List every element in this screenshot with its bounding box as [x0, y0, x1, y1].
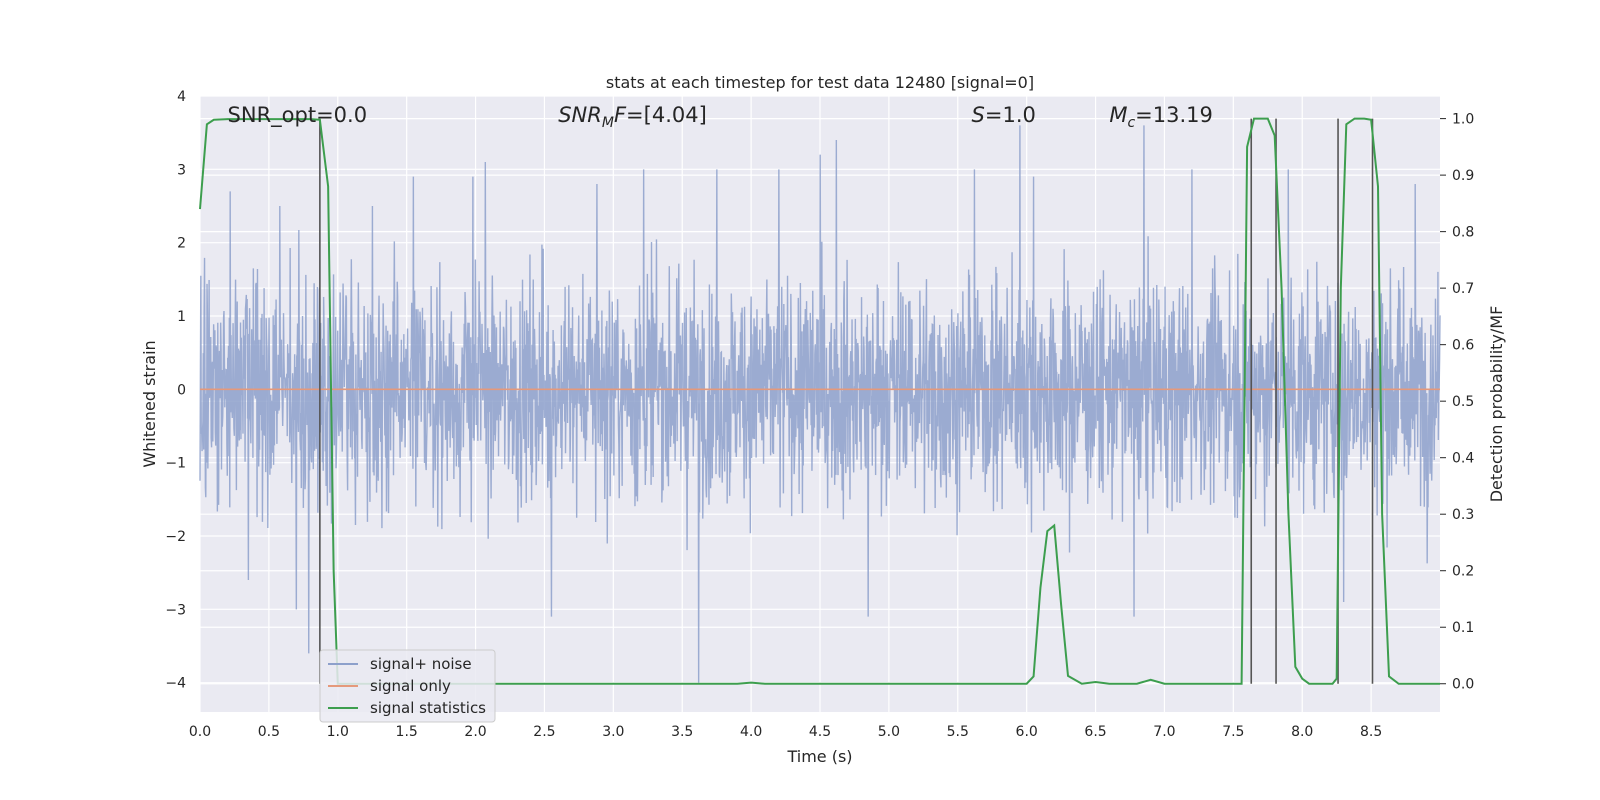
x-tick-label: 2.0: [464, 724, 486, 740]
annotation-1: SNRMF=[4.04]: [558, 103, 707, 131]
x-tick-label: 6.5: [1084, 724, 1106, 740]
right-y-axis-label: Detection probability/MF: [1487, 306, 1506, 503]
x-tick-label: 4.0: [740, 724, 762, 740]
left-y-tick-labels: 4 3 2 1 0 −1 −2 −3 −4: [165, 89, 186, 692]
x-tick-label: 8.0: [1291, 724, 1313, 740]
legend: signal+ noise signal only signal statist…: [319, 649, 496, 723]
x-tick-label: 7.5: [1222, 724, 1244, 740]
x-tick-label: 4.5: [809, 724, 831, 740]
right-y-tick-label: 0.0: [1452, 677, 1474, 693]
x-tick-label: 6.0: [1016, 724, 1038, 740]
x-tick-label: 1.0: [327, 724, 349, 740]
y-tick-label: −3: [165, 602, 186, 618]
x-tick-label: 7.0: [1153, 724, 1175, 740]
legend-label-signal-only: signal only: [370, 677, 451, 695]
right-y-tick-label: 1.0: [1452, 112, 1474, 128]
y-tick-label: 4: [177, 89, 186, 105]
legend-label-signal-statistics: signal statistics: [370, 699, 486, 717]
legend-box: [319, 649, 496, 723]
x-tick-label: 5.0: [878, 724, 900, 740]
x-tick-label: 3.5: [671, 724, 693, 740]
signal-statistics-series: [199, 117, 1440, 685]
x-tick-label: 3.0: [602, 724, 624, 740]
annotation-3: Mc=13.19: [1109, 103, 1213, 131]
noise-series: [199, 125, 1441, 683]
annotation-2: S=1.0: [972, 103, 1036, 127]
right-y-tick-labels: 1.0 0.9 0.8 0.7 0.6 0.5 0.4 0.3 0.2 0.1 0.0: [1440, 112, 1474, 693]
x-tick-label: 0.0: [189, 724, 211, 740]
right-y-tick-label: 0.7: [1452, 281, 1474, 297]
x-axis-label: Time (s): [786, 747, 852, 766]
right-y-tick-label: 0.3: [1452, 507, 1474, 523]
y-tick-label: −4: [165, 676, 186, 692]
signal-statistics-line: [199, 117, 1440, 685]
right-y-tick-label: 0.9: [1452, 168, 1474, 184]
x-tick-label: 5.5: [947, 724, 969, 740]
y-tick-label: 0: [177, 382, 186, 398]
y-tick-label: 3: [177, 162, 186, 178]
y-axis-label: Whitened strain: [140, 340, 159, 467]
y-tick-label: 1: [177, 309, 186, 325]
right-y-tick-label: 0.6: [1452, 338, 1474, 354]
x-tick-label: 8.5: [1360, 724, 1382, 740]
annotation-0: SNR_opt=0.0: [228, 103, 368, 128]
x-tick-label: 1.5: [396, 724, 418, 740]
chart-title: stats at each timestep for test data 124…: [606, 73, 1034, 92]
x-tick-label: 0.5: [258, 724, 280, 740]
y-tick-label: −1: [165, 456, 186, 472]
annotations: SNR_opt=0.0 SNRMF=[4.04] S=1.0 Mc=13.19: [228, 103, 1213, 131]
noise-line: [199, 125, 1441, 683]
legend-label-noise: signal+ noise: [370, 655, 472, 673]
right-y-tick-label: 0.5: [1452, 394, 1474, 410]
right-y-tick-label: 0.8: [1452, 225, 1474, 241]
x-tick-labels: 0.0 0.5 1.0 1.5 2.0 2.5 3.0 3.5 4.0 4.5 5.0 5.5 6.0 6…: [189, 724, 1382, 740]
y-tick-label: 2: [177, 236, 186, 252]
right-y-tick-label: 0.4: [1452, 451, 1474, 467]
right-y-tick-label: 0.2: [1452, 564, 1474, 580]
x-tick-label: 2.5: [533, 724, 555, 740]
y-tick-label: −2: [165, 529, 186, 545]
right-y-tick-label: 0.1: [1452, 620, 1474, 636]
